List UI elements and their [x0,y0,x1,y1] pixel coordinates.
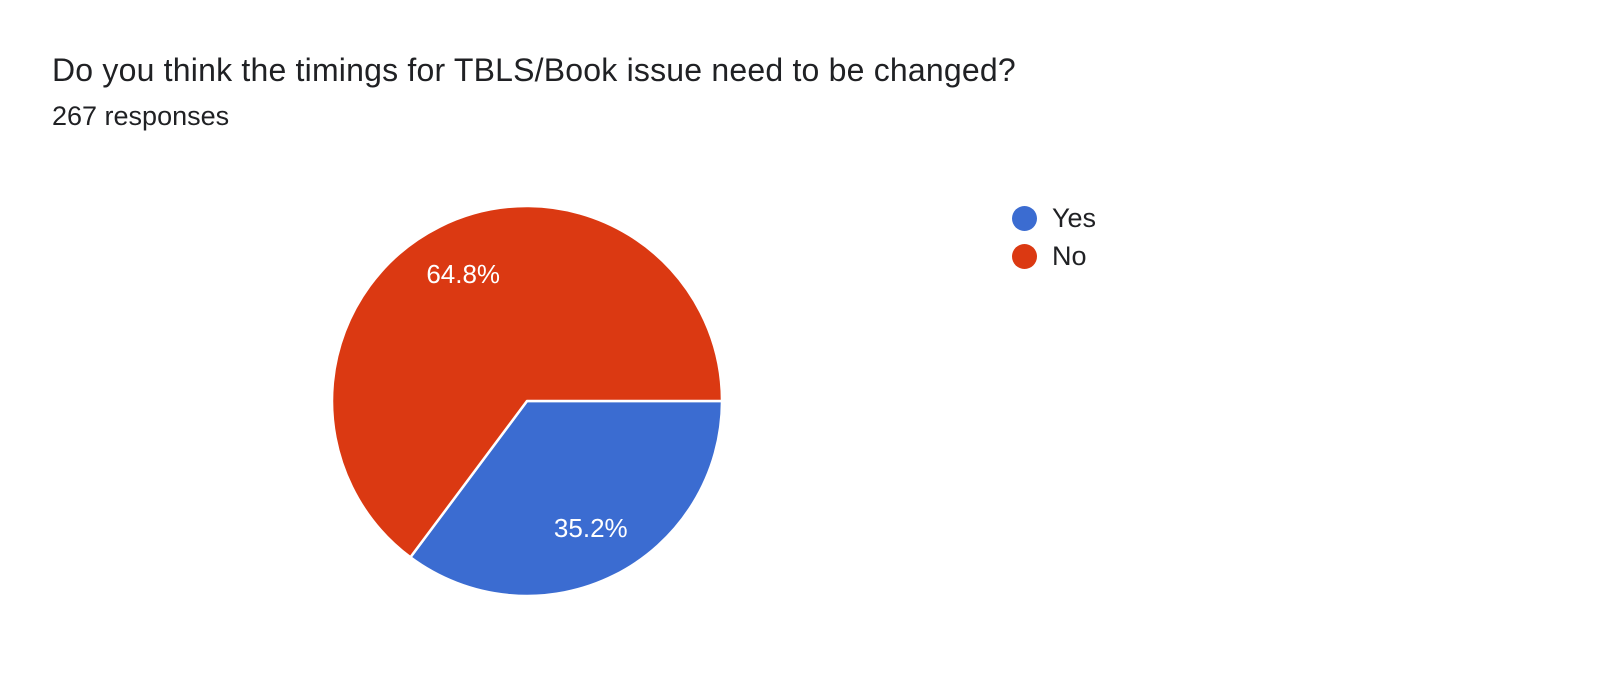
legend-item-no: No [1012,241,1096,271]
pie-chart-svg: 35.2% 64.8% [330,204,724,598]
pie-chart: 35.2% 64.8% [307,181,747,621]
response-count: 267 responses [52,101,230,131]
pie-slice-yes[interactable] [409,399,724,598]
chart-legend: Yes No [1012,203,1097,282]
legend-label-no: No [1052,241,1087,271]
legend-swatch-yes [1012,206,1037,231]
pie-slice-label-yes: 35.2% [554,513,628,543]
legend-label-yes: Yes [1052,203,1097,233]
legend-item-yes: Yes [1012,203,1097,233]
pie-slice-no[interactable] [330,204,724,559]
pie-slice-label-no: 64.8% [426,259,500,289]
legend-swatch-no [1012,244,1037,269]
question-title: Do you think the timings for TBLS/Book i… [52,52,1016,88]
